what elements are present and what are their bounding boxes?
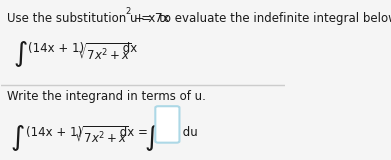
Text: (14x + 1): (14x + 1) — [29, 42, 84, 55]
Text: dx =: dx = — [117, 126, 152, 139]
Text: $\int$: $\int$ — [144, 123, 159, 153]
Text: Use the substitution u = 7x: Use the substitution u = 7x — [7, 12, 169, 25]
Text: $\int$: $\int$ — [10, 123, 25, 153]
Text: $\sqrt{7x^2+x}$: $\sqrt{7x^2+x}$ — [77, 42, 132, 64]
FancyBboxPatch shape — [155, 106, 179, 143]
Text: + x to evaluate the indefinite integral below.: + x to evaluate the indefinite integral … — [131, 12, 391, 25]
Text: (14x + 1): (14x + 1) — [25, 126, 82, 139]
Text: $\int$: $\int$ — [13, 39, 27, 69]
Text: $\sqrt{7x^2+x}$: $\sqrt{7x^2+x}$ — [74, 126, 129, 147]
Text: dx: dx — [119, 42, 138, 55]
Text: Write the integrand in terms of u.: Write the integrand in terms of u. — [7, 89, 206, 103]
Text: du: du — [179, 126, 197, 139]
Text: 2: 2 — [126, 8, 131, 16]
